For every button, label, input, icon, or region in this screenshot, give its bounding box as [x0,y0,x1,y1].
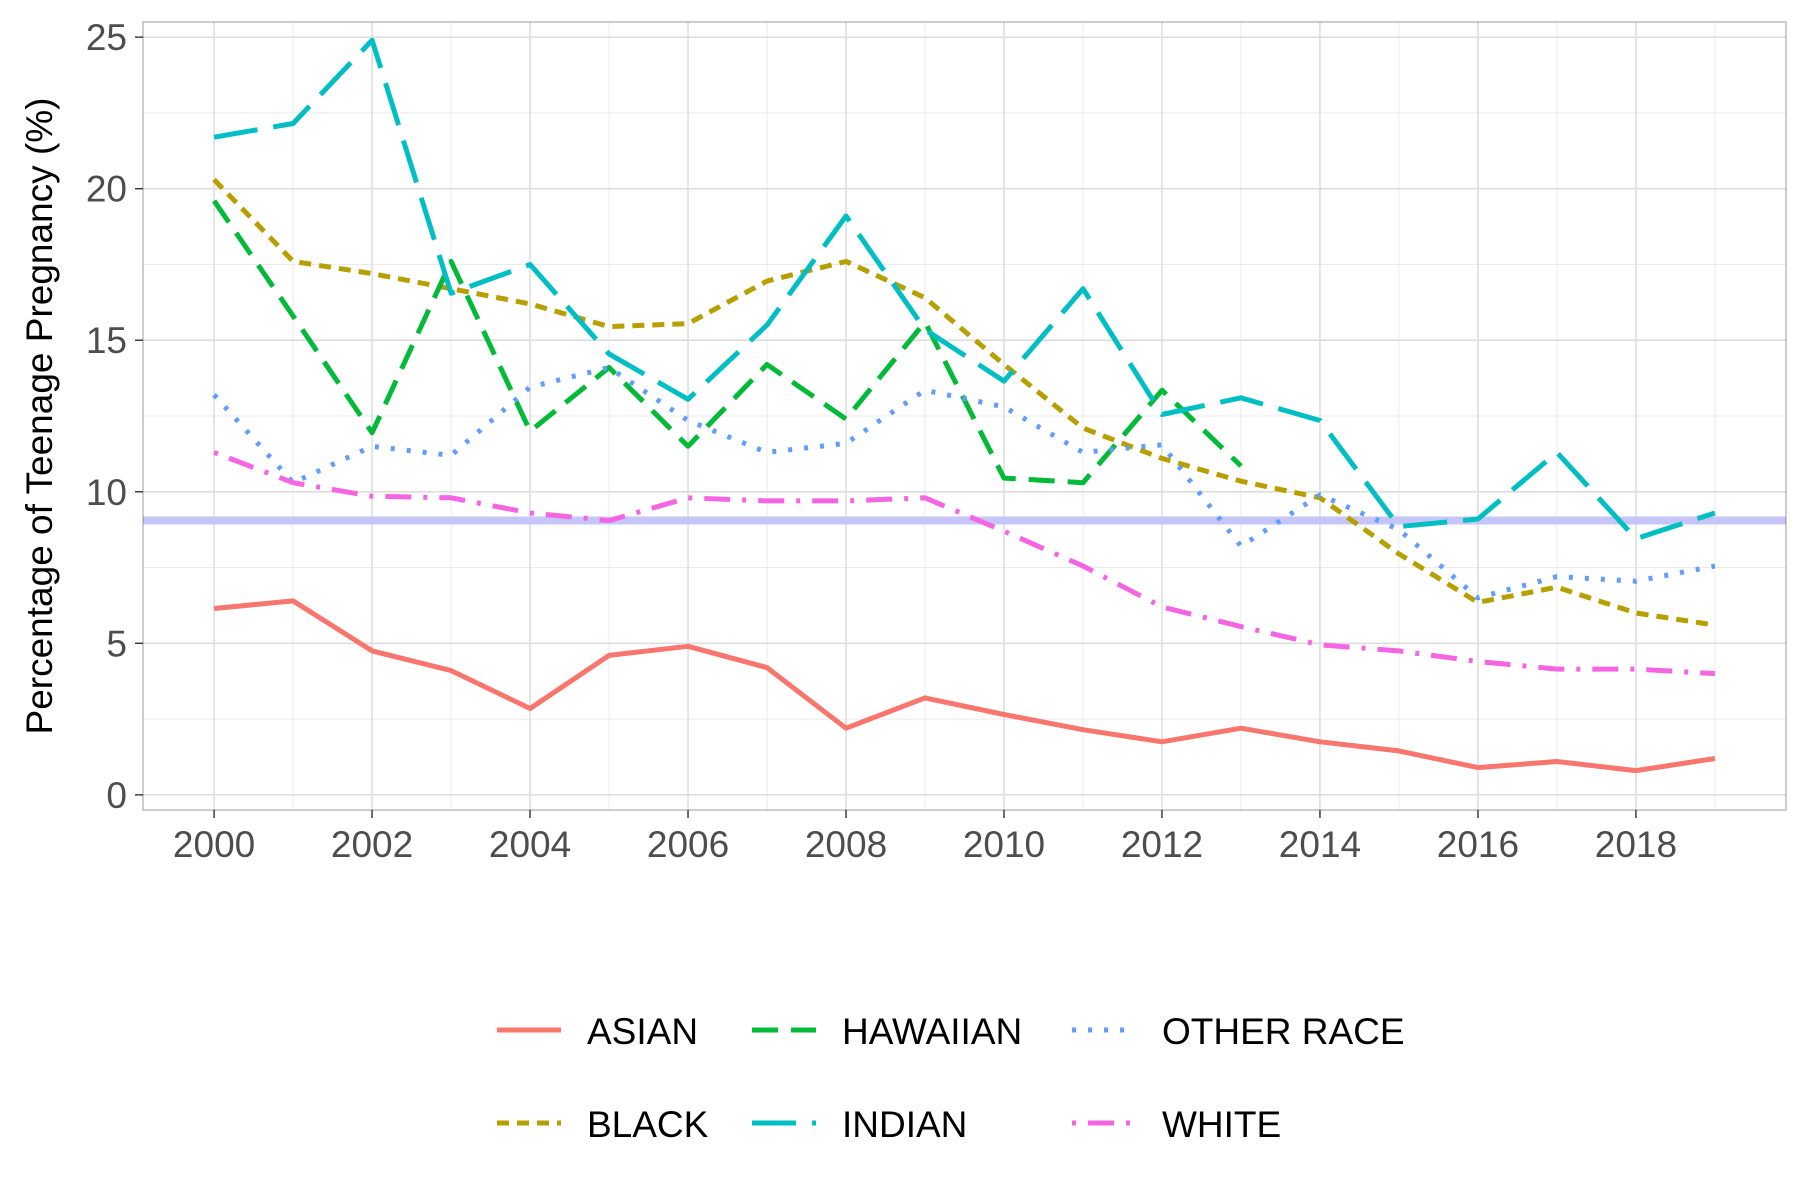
x-tick-label: 2010 [963,824,1045,865]
x-tick-label: 2008 [805,824,887,865]
series-lines [212,37,1716,774]
x-tick-label: 2012 [1121,824,1203,865]
y-axis: 0 5 10 15 20 25 [86,17,143,816]
x-tick-label: 2016 [1437,824,1519,865]
x-tick-label: 2006 [647,824,729,865]
minor-gridlines [143,22,1786,810]
legend-label-hawaiian: HAWAIIAN [842,1011,1022,1052]
x-tick-label: 2018 [1595,824,1677,865]
series-line-asian [213,598,1716,774]
y-tick-label: 15 [86,320,127,361]
legend-label-white: WHITE [1162,1104,1281,1145]
y-tick-label: 10 [86,472,127,513]
series-line-black [212,177,1716,628]
y-tick-label: 25 [86,17,127,58]
series-line-indian [213,37,1716,542]
x-tick-label: 2002 [331,824,413,865]
legend-label-other-race: OTHER RACE [1162,1011,1405,1052]
legend-label-asian: ASIAN [587,1011,698,1052]
plot-panel-border [142,21,1787,811]
x-tick-label: 2000 [173,824,255,865]
legend-label-black: BLACK [587,1104,709,1145]
x-axis: 2000 2002 2004 2006 2008 2010 2012 2014 2016 2018 [173,810,1677,865]
x-tick-label: 2014 [1279,824,1361,865]
y-tick-label: 20 [86,169,127,210]
y-tick-label: 5 [106,623,127,664]
x-tick-label: 2004 [489,824,571,865]
series-line-other-race [212,365,1716,601]
y-axis-title: Percentage of Teenage Pregnancy (%) [19,98,60,735]
legend: ASIAN HAWAIIAN OTHER RACE BLACK INDIAN WHITE [497,1011,1405,1145]
y-tick-label: 0 [106,775,127,816]
series-line-hawaiian [212,199,1243,486]
series-line-white [213,450,1716,677]
legend-label-indian: INDIAN [842,1104,967,1145]
